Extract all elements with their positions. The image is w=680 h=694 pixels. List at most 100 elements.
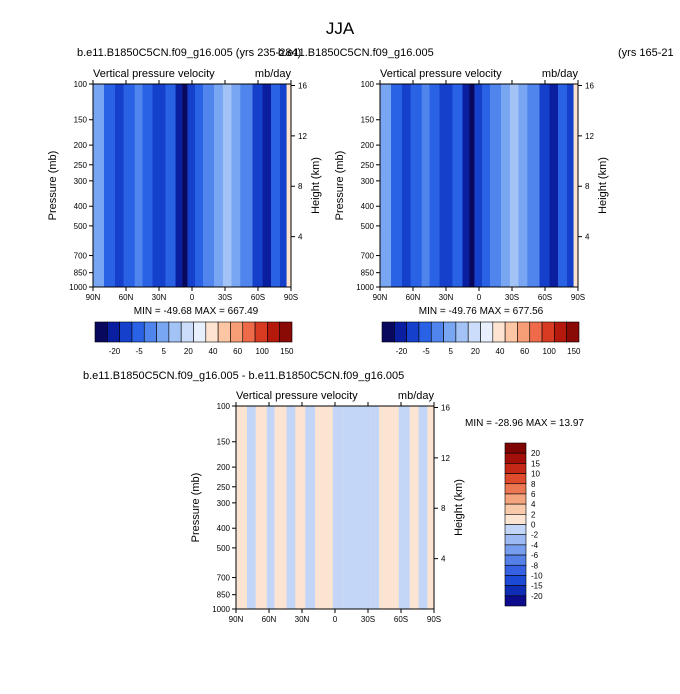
diff-colorbar-swatch — [504, 452, 527, 464]
right-band — [509, 84, 519, 287]
right-band — [482, 84, 490, 287]
diff-colorbar-label: 0 — [531, 521, 536, 530]
left-colorbar-swatch — [217, 321, 231, 343]
right-y-axis-label: Pressure (mb) — [334, 151, 346, 221]
right-colorbar-label: 40 — [496, 347, 505, 356]
diff-x-tick-label: 30N — [295, 615, 310, 624]
diff-x-tick-label: 60S — [394, 615, 408, 624]
right-y-tick-label: 1000 — [356, 283, 374, 292]
diff-colorbar-label: 20 — [531, 449, 540, 458]
right-x-tick-label: 60N — [406, 293, 421, 302]
diff-band — [274, 406, 287, 609]
right-colorbar-swatch — [430, 321, 444, 343]
right-colorbar-swatch — [381, 321, 395, 343]
left-colorbar-swatch — [180, 321, 194, 343]
left-y-right-axis-label: Height (km) — [310, 157, 322, 214]
right-colorbar-swatch — [492, 321, 506, 343]
left-colorbar-label: -20 — [109, 347, 121, 356]
left-x-tick-label: 60N — [119, 293, 134, 302]
right-y-right-tick-label: 12 — [585, 132, 594, 141]
diff-colorbar-swatch — [504, 585, 527, 597]
left-y-tick-label: 200 — [74, 141, 88, 150]
left-band — [187, 84, 196, 287]
right-case-label: b.e11.B1850C5CN.f09_g16.005 — [278, 47, 434, 59]
left-colorbar-label: 5 — [161, 347, 166, 356]
left-y-tick-label: 1000 — [69, 283, 87, 292]
right-y-right-axis-label: Height (km) — [597, 157, 609, 214]
left-x-tick-label: 90S — [284, 293, 298, 302]
diff-y-tick-label: 300 — [217, 499, 231, 508]
left-colorbar-swatch — [94, 321, 108, 343]
diff-y-tick-label: 400 — [217, 524, 231, 533]
diff-colorbar-label: 6 — [531, 490, 536, 499]
diff-colorbar-label: -20 — [531, 592, 543, 601]
left-colorbar-swatch — [143, 321, 157, 343]
panel-right: Vertical pressure velocity mb/day 100 150 20… — [334, 68, 609, 302]
right-colorbar-swatch — [406, 321, 420, 343]
diff-x-tick-label: 60N — [262, 615, 277, 624]
right-y-right-tick-label: 8 — [585, 182, 590, 191]
right-colorbar-swatch — [504, 321, 518, 343]
right-colorbar-label: -5 — [423, 347, 431, 356]
colorbar-right: -20 -5 5 20 40 60 100 150 — [381, 321, 581, 356]
left-x-tick-label: 30N — [152, 293, 167, 302]
left-y-right-tick-label: 4 — [298, 233, 303, 242]
right-band — [429, 84, 440, 287]
left-x-tick-label: 0 — [190, 293, 195, 302]
right-colorbar-label: 100 — [543, 347, 557, 356]
diff-band — [409, 406, 419, 609]
diff-x-tick-label: 0 — [333, 615, 338, 624]
left-band — [142, 84, 153, 287]
left-colorbar-label: 40 — [209, 347, 218, 356]
right-band — [518, 84, 528, 287]
diff-y-tick-label: 200 — [217, 463, 231, 472]
left-colorbar-swatch — [242, 321, 256, 343]
right-x-tick-label: 30S — [505, 293, 519, 302]
left-band — [182, 84, 188, 287]
diff-colorbar-label: 8 — [531, 480, 536, 489]
left-band — [280, 84, 287, 287]
right-x-tick-label: 0 — [477, 293, 482, 302]
left-y-right-tick-label: 16 — [298, 81, 307, 90]
right-colorbar-swatch — [517, 321, 531, 343]
diff-colorbar-label: -10 — [531, 571, 543, 580]
diff-chart-units: mb/day — [398, 390, 435, 402]
right-x-tick-label: 60S — [538, 293, 552, 302]
diff-colorbar-swatch — [504, 554, 527, 566]
right-y-tick-label: 400 — [361, 202, 375, 211]
right-colorbar-swatch — [566, 321, 580, 343]
left-band — [134, 84, 143, 287]
diff-colorbar-swatch — [504, 544, 527, 556]
left-colorbar-swatch — [205, 321, 219, 343]
diff-colorbar-swatch — [504, 463, 527, 474]
right-y-tick-label: 150 — [361, 116, 375, 125]
right-band — [490, 84, 501, 287]
left-colorbar-label: 150 — [280, 347, 294, 356]
diff-colorbar-label: -4 — [531, 541, 539, 550]
diff-colorbar-swatch — [504, 534, 527, 546]
right-y-tick-label: 850 — [361, 269, 375, 278]
diff-y-tick-label: 150 — [217, 438, 231, 447]
diff-colorbar-swatch — [504, 503, 527, 515]
left-y-tick-label: 700 — [74, 252, 88, 261]
right-colorbar-label: 60 — [520, 347, 529, 356]
left-colorbar-swatch — [193, 321, 207, 343]
right-x-tick-label: 30N — [439, 293, 454, 302]
right-colorbar-label: 5 — [448, 347, 453, 356]
right-band — [391, 84, 402, 287]
right-band — [549, 84, 559, 287]
left-colorbar-swatch — [279, 321, 293, 343]
left-band — [231, 84, 241, 287]
left-colorbar-swatch — [168, 321, 182, 343]
right-colorbar-swatch — [554, 321, 567, 343]
diff-band — [370, 406, 379, 609]
left-colorbar-swatch — [230, 321, 244, 343]
left-y-tick-label: 850 — [74, 269, 88, 278]
left-band — [262, 84, 272, 287]
diff-band — [427, 406, 434, 609]
right-colorbar-swatch — [418, 321, 432, 343]
diff-band — [266, 406, 275, 609]
right-colorbar-swatch — [455, 321, 469, 343]
left-y-right-tick-label: 8 — [298, 182, 303, 191]
